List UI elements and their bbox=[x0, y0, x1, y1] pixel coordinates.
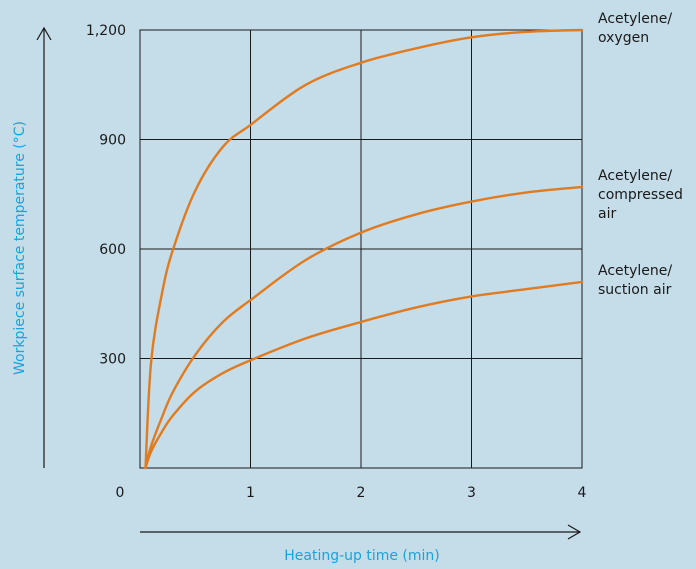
series-label-3: Acetylene/suction air bbox=[598, 263, 672, 298]
series-label-2: Acetylene/compressed air bbox=[598, 168, 683, 222]
x-axis-arrow-head bbox=[567, 524, 582, 540]
x-tick-label: 4 bbox=[578, 485, 587, 501]
axis-arrows bbox=[36, 26, 582, 540]
x-tick-label: 2 bbox=[357, 485, 366, 501]
y-tick-label: 1,200 bbox=[86, 23, 126, 39]
y-tick-label: 600 bbox=[99, 242, 126, 258]
y-tick-label: 300 bbox=[99, 352, 126, 368]
y-tick-label: 900 bbox=[99, 133, 126, 149]
series-line-2 bbox=[144, 185, 584, 470]
x-tick-label: 3 bbox=[467, 485, 476, 501]
labels: 0 1 2 3 4 300 600 900 1,200 Acetylene/oxygen Acety… bbox=[86, 11, 683, 501]
series-line-3 bbox=[144, 280, 584, 470]
x-axis-title: Heating-up time (min) bbox=[284, 548, 440, 564]
series-layer bbox=[144, 28, 584, 470]
grid bbox=[139, 29, 583, 469]
y-axis-arrow-head bbox=[36, 26, 52, 41]
x-tick-label: 1 bbox=[246, 485, 255, 501]
series-label-1: Acetylene/oxygen bbox=[598, 11, 672, 46]
series-line-1 bbox=[144, 28, 584, 470]
y-axis-title: Workpiece surface temperature (°C) bbox=[12, 121, 28, 375]
x-tick-label: 0 bbox=[116, 485, 125, 501]
